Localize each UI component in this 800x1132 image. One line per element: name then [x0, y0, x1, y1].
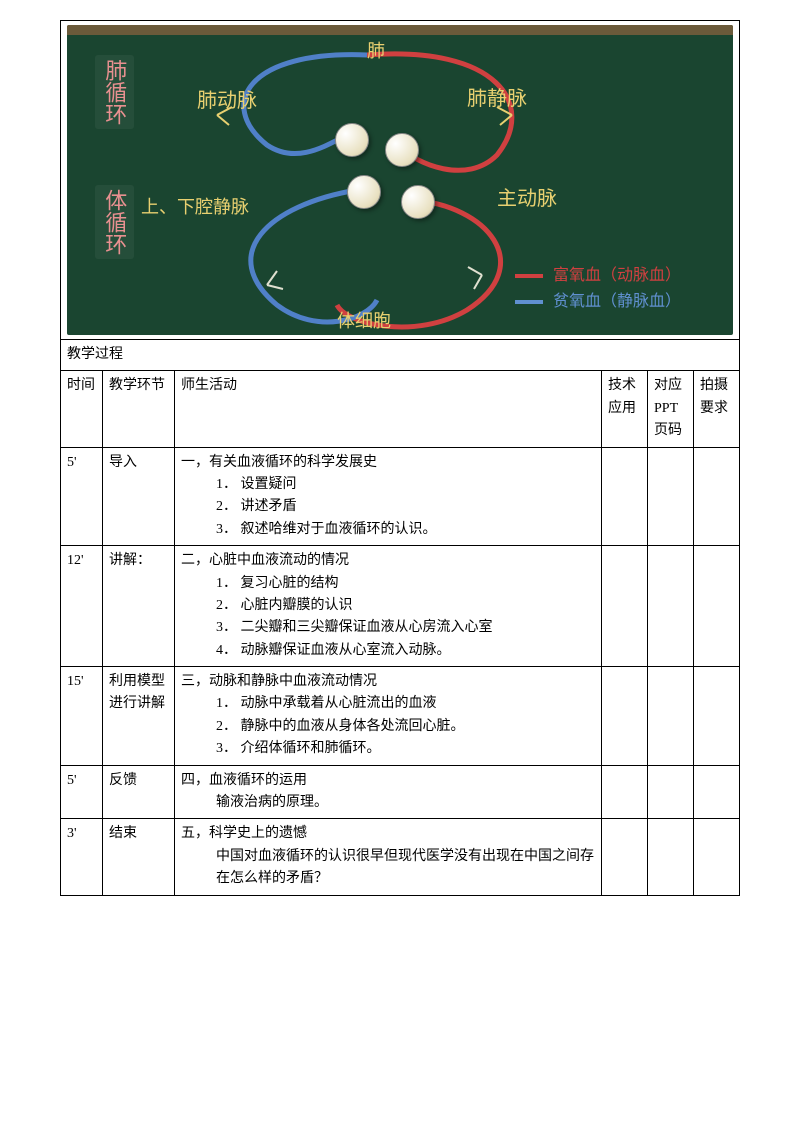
list-item: 2． 心脏内瓣膜的认识	[216, 595, 595, 617]
activity-lead: 五，科学史上的遗憾	[181, 823, 595, 845]
table-row: 12'讲解：二，心脏中血液流动的情况1． 复习心脏的结构2． 心脏内瓣膜的认识3…	[61, 546, 740, 667]
cell-tech	[602, 819, 648, 895]
legend-poor: 贫氧血（静脉血）	[515, 289, 681, 315]
cell-phase: 讲解：	[103, 546, 175, 667]
label-body-cells: 体细胞	[337, 307, 391, 335]
label-vena-cava: 上、下腔静脉	[141, 193, 249, 222]
cell-film	[694, 819, 740, 895]
cell-film	[694, 765, 740, 819]
cell-activity: 三，动脉和静脉中血液流动情况1． 动脉中承载着从心脏流出的血液2． 静脉中的血液…	[175, 667, 602, 766]
cell-time: 15'	[61, 667, 103, 766]
cell-activity: 四，血液循环的运用输液治病的原理。	[175, 765, 602, 819]
table-row: 5'导入一，有关血液循环的科学发展史1． 设置疑问2． 讲述矛盾3． 叙述哈维对…	[61, 447, 740, 546]
heart-node-2	[385, 133, 419, 167]
col-activity: 师生活动	[175, 371, 602, 447]
list-item: 3． 叙述哈维对于血液循环的认识。	[216, 519, 595, 541]
list-item: 2． 讲述矛盾	[216, 496, 595, 518]
label-aorta: 主动脉	[497, 183, 557, 215]
table-row: 3'结束五，科学史上的遗憾中国对血液循环的认识很早但现代医学没有出现在中国之间存…	[61, 819, 740, 895]
cell-time: 5'	[61, 447, 103, 546]
cell-time: 5'	[61, 765, 103, 819]
cell-ppt	[648, 819, 694, 895]
cell-tech	[602, 447, 648, 546]
cell-tech	[602, 667, 648, 766]
blackboard-row: 肺循环 体循环 肺 肺动脉 肺静脉 上、下腔静脉 主动脉 体细胞 富氧血（动脉血…	[61, 21, 740, 340]
cell-activity: 五，科学史上的遗憾中国对血液循环的认识很早但现代医学没有出现在中国之间存在怎么样…	[175, 819, 602, 895]
list-item: 1． 动脉中承载着从心脏流出的血液	[216, 693, 595, 715]
list-item: 1． 复习心脏的结构	[216, 573, 595, 595]
cell-phase: 反馈	[103, 765, 175, 819]
cell-time: 3'	[61, 819, 103, 895]
cell-ppt	[648, 546, 694, 667]
activity-tail: 输液治病的原理。	[181, 792, 595, 814]
section-header-row: 教学过程	[61, 340, 740, 371]
list-item: 2． 静脉中的血液从身体各处流回心脏。	[216, 716, 595, 738]
activity-lead: 四，血液循环的运用	[181, 770, 595, 792]
label-pulm-vein: 肺静脉	[467, 83, 527, 115]
table-row: 5'反馈四，血液循环的运用输液治病的原理。	[61, 765, 740, 819]
blackboard-image: 肺循环 体循环 肺 肺动脉 肺静脉 上、下腔静脉 主动脉 体细胞 富氧血（动脉血…	[67, 25, 733, 335]
systemic-blue	[251, 190, 377, 322]
list-item: 3． 二尖瓣和三尖瓣保证血液从心房流入心室	[216, 617, 595, 639]
list-item: 1． 设置疑问	[216, 474, 595, 496]
label-lung: 肺	[367, 37, 385, 66]
activity-lead: 二，心脏中血液流动的情况	[181, 550, 595, 572]
label-pulm-artery: 肺动脉	[197, 85, 257, 117]
header-row: 时间 教学环节 师生活动 技术应用 对应PPT页码 拍摄要求	[61, 371, 740, 447]
heart-node-3	[347, 175, 381, 209]
col-film: 拍摄要求	[694, 371, 740, 447]
col-phase: 教学环节	[103, 371, 175, 447]
cell-ppt	[648, 447, 694, 546]
activity-list: 1． 动脉中承载着从心脏流出的血液2． 静脉中的血液从身体各处流回心脏。3． 介…	[181, 693, 595, 760]
list-item: 3． 介绍体循环和肺循环。	[216, 738, 595, 760]
activity-list: 1． 设置疑问2． 讲述矛盾3． 叙述哈维对于血液循环的认识。	[181, 474, 595, 541]
label-pulmonary-circ: 肺循环	[95, 55, 134, 129]
cell-ppt	[648, 667, 694, 766]
activity-list: 1． 复习心脏的结构2． 心脏内瓣膜的认识3． 二尖瓣和三尖瓣保证血液从心房流入…	[181, 573, 595, 663]
cell-film	[694, 546, 740, 667]
cell-tech	[602, 765, 648, 819]
cell-ppt	[648, 765, 694, 819]
heart-node-1	[335, 123, 369, 157]
cell-activity: 二，心脏中血液流动的情况1． 复习心脏的结构2． 心脏内瓣膜的认识3． 二尖瓣和…	[175, 546, 602, 667]
cell-film	[694, 667, 740, 766]
col-ppt: 对应PPT页码	[648, 371, 694, 447]
legend-rich: 富氧血（动脉血）	[515, 263, 681, 289]
cell-phase: 利用模型进行讲解	[103, 667, 175, 766]
cell-tech	[602, 546, 648, 667]
cell-activity: 一，有关血液循环的科学发展史1． 设置疑问2． 讲述矛盾3． 叙述哈维对于血液循…	[175, 447, 602, 546]
activity-lead: 三，动脉和静脉中血液流动情况	[181, 671, 595, 693]
section-header: 教学过程	[61, 340, 740, 371]
activity-tail: 中国对血液循环的认识很早但现代医学没有出现在中国之间存在怎么样的矛盾？	[181, 846, 595, 891]
table-row: 15'利用模型进行讲解三，动脉和静脉中血液流动情况1． 动脉中承载着从心脏流出的…	[61, 667, 740, 766]
cell-time: 12'	[61, 546, 103, 667]
cell-phase: 结束	[103, 819, 175, 895]
label-systemic-circ: 体循环	[95, 185, 134, 259]
cell-phase: 导入	[103, 447, 175, 546]
col-tech: 技术应用	[602, 371, 648, 447]
list-item: 4． 动脉瓣保证血液从心室流入动脉。	[216, 640, 595, 662]
activity-lead: 一，有关血液循环的科学发展史	[181, 452, 595, 474]
cell-film	[694, 447, 740, 546]
lesson-plan-table: 肺循环 体循环 肺 肺动脉 肺静脉 上、下腔静脉 主动脉 体细胞 富氧血（动脉血…	[60, 20, 740, 896]
heart-node-4	[401, 185, 435, 219]
col-time: 时间	[61, 371, 103, 447]
